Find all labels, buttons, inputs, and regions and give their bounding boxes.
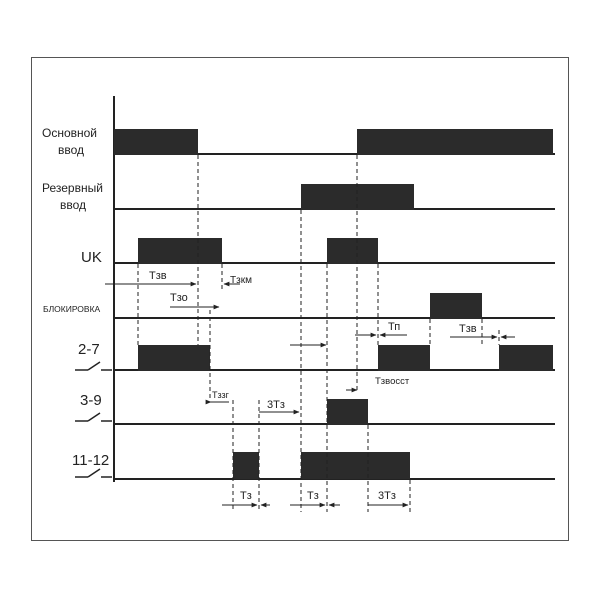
interval-label-t-z-1: Тз [240,490,252,502]
uk-pulse-1 [138,238,222,264]
interval-label-t-zvosst: Тзвосст [375,376,410,387]
row-blocking [114,293,555,319]
interval-label-t-p: Тп [388,321,400,333]
interval-label-t-zkm: Тзкм [230,275,252,286]
contact-11-12-label: 11-12 [72,452,109,469]
interval-label-t-zv-2: Тзв [459,323,477,335]
contact-2-7-pulse-3 [499,345,553,371]
interval-label-3t-z-2: 3Тз [378,490,396,502]
contact-3-9-pulse [327,399,368,425]
main-input-pulse-2 [357,129,553,155]
uk-label: UK [81,249,102,266]
row-reserve-input [114,184,555,210]
interval-label-3t-z-1: 3Тз [267,399,285,411]
switch-symbol-11-12-icon [75,468,112,478]
blocking-pulse [430,293,482,319]
main-input-pulse-1 [114,129,198,155]
reserve-input-label-1: Резервный [42,181,103,195]
reserve-input-label-2: ввод [60,198,86,212]
main-input-label-1: Основной [42,126,97,140]
interval-label-t-zzg: Тззг [212,390,230,400]
contact-11-12-pulse-2 [301,452,410,479]
diagram-frame [31,57,569,541]
switch-symbol-2-7-icon [75,361,112,371]
row-contact-2-7 [114,345,555,371]
uk-pulse-2 [327,238,378,264]
row-main-input [114,129,555,155]
row-contact-3-9 [114,399,555,425]
switch-symbol-3-9-icon [75,412,112,422]
dashed-guides [137,155,500,512]
row-uk [114,238,555,264]
contact-2-7-label: 2-7 [78,341,100,358]
main-input-label-2: ввод [58,143,84,157]
interval-arrows [105,281,515,508]
interval-label-t-z-2: Тз [307,490,319,502]
interval-label-t-zv-1: Тзв [149,270,167,282]
contact-2-7-pulse-1 [138,345,210,371]
blocking-label: БЛОКИРОВКА [43,304,101,314]
interval-label-t-zo: Тзо [170,292,188,304]
row-contact-11-12 [114,452,555,480]
contact-2-7-pulse-2 [378,345,430,371]
contact-3-9-label: 3-9 [80,392,102,409]
contact-11-12-pulse-1 [233,452,259,479]
